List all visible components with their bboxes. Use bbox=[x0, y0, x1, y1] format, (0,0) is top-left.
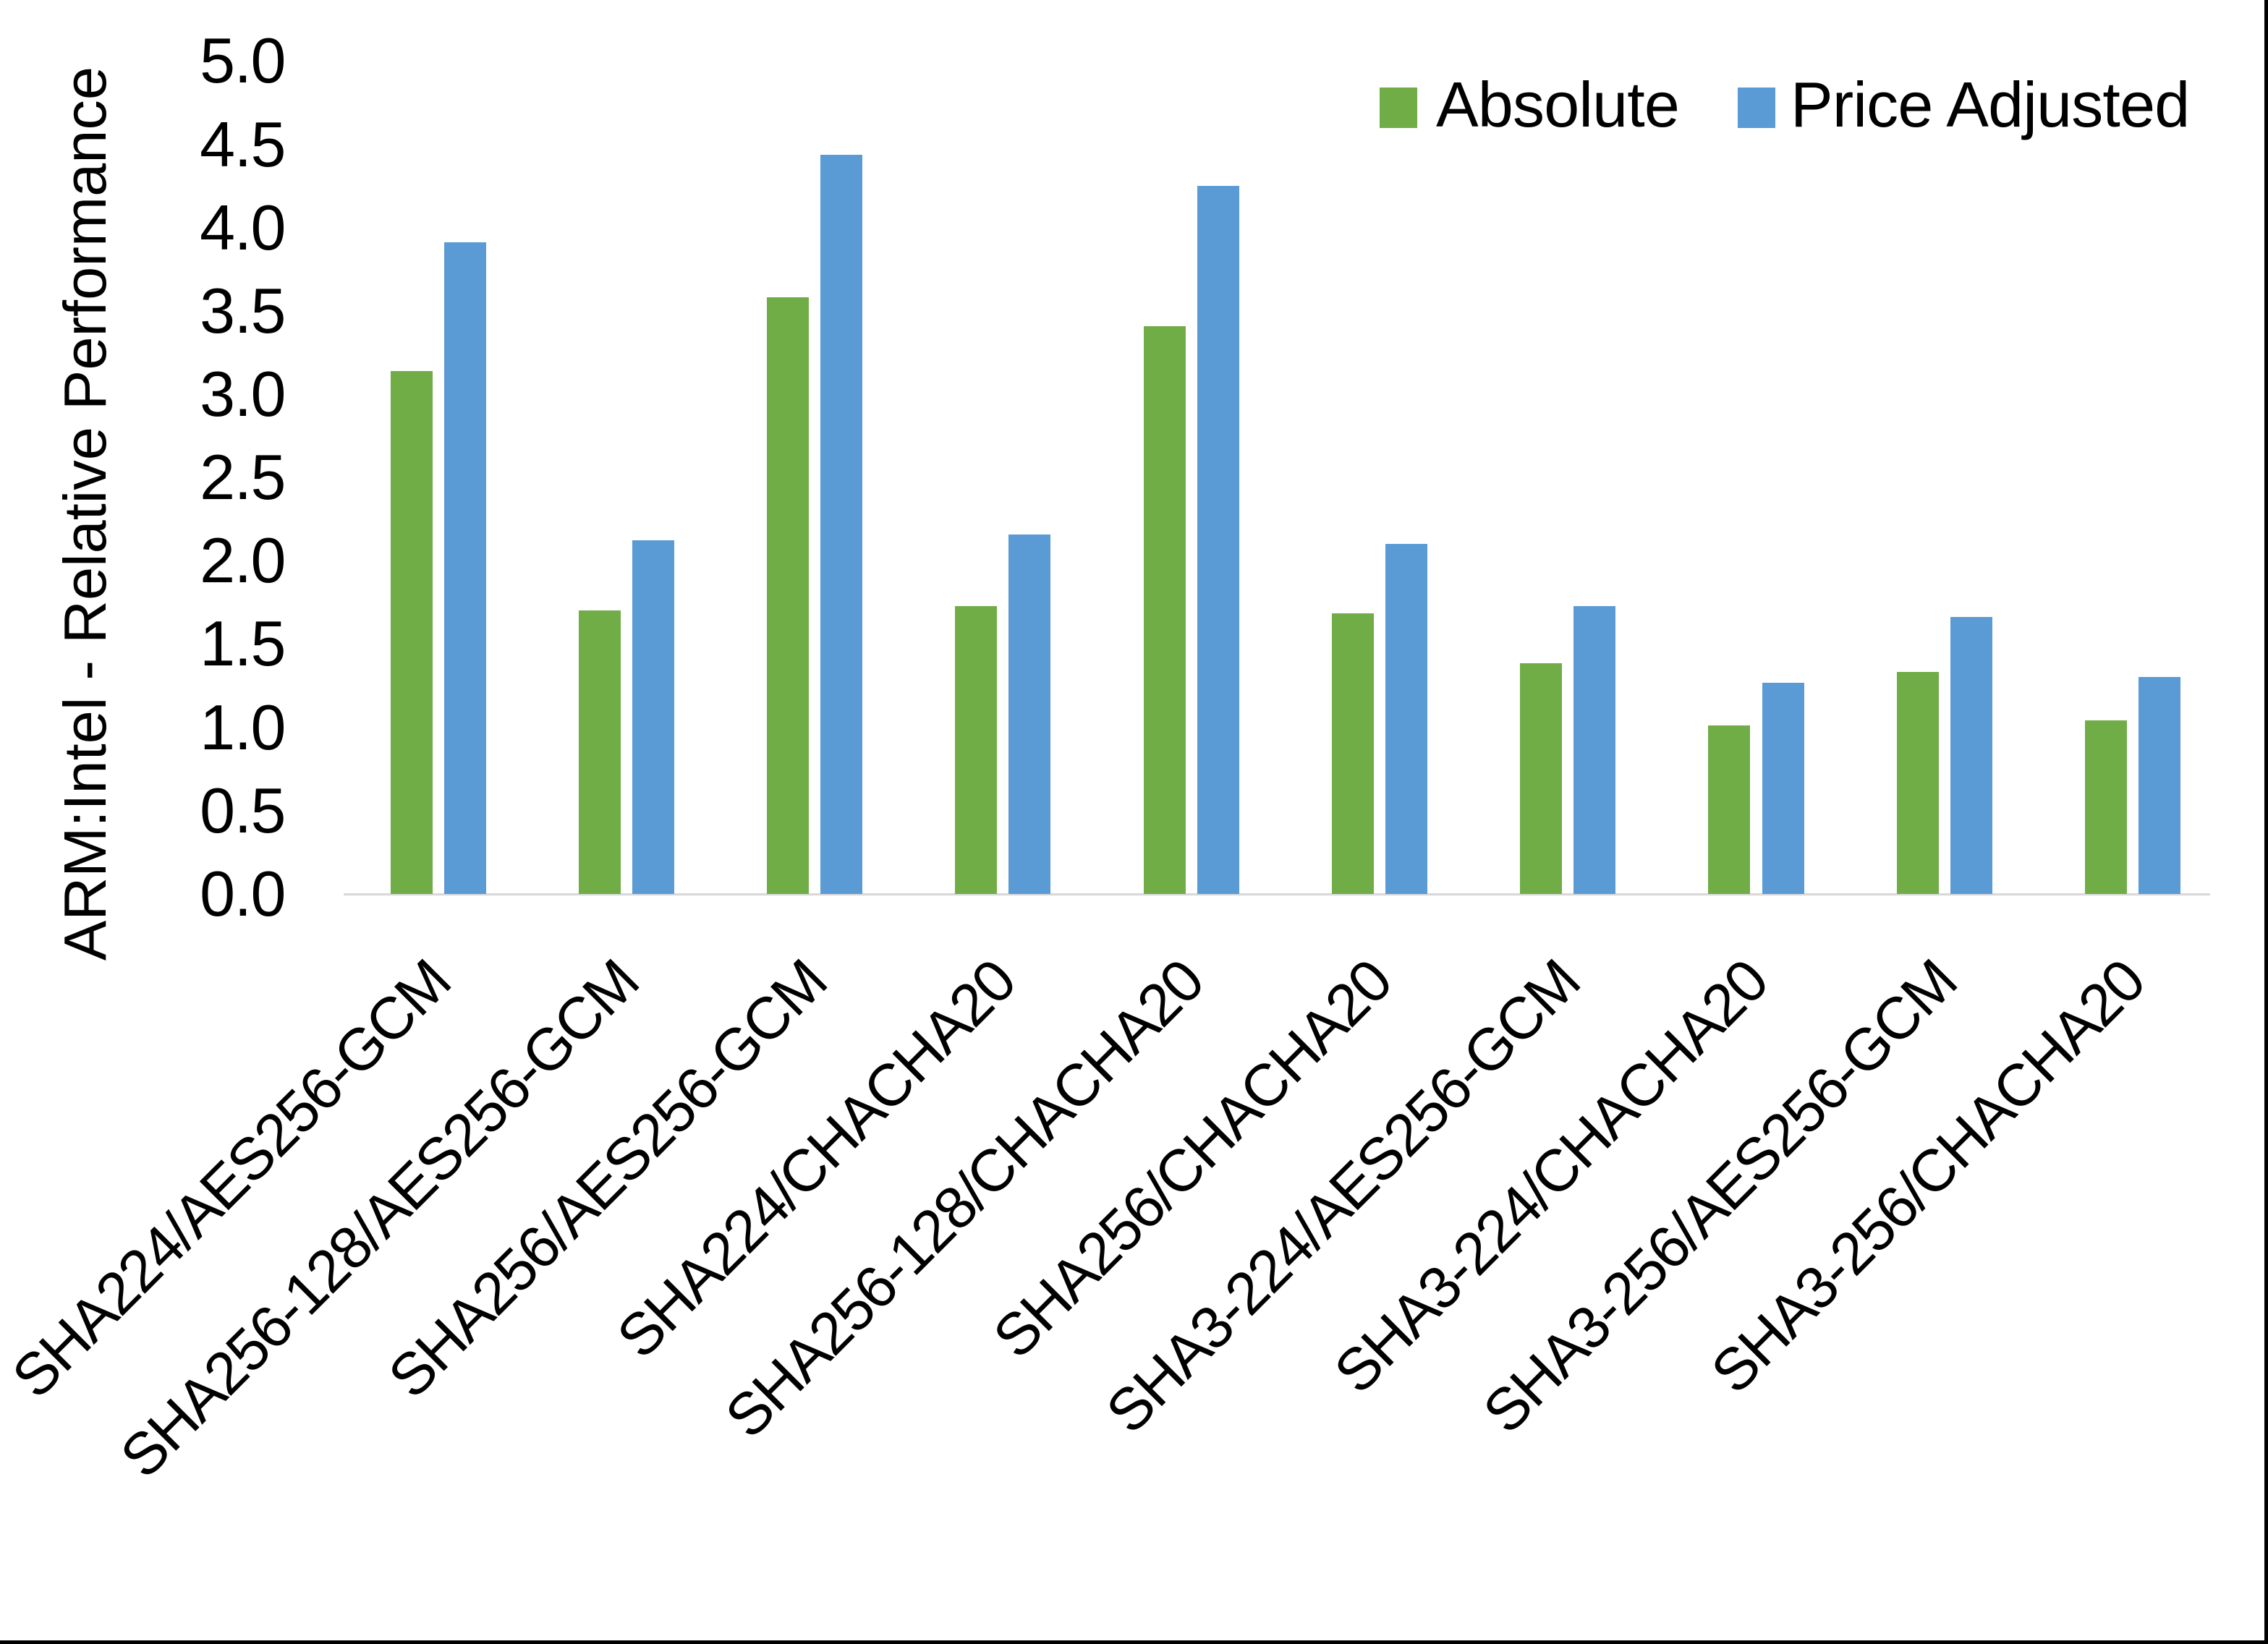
svg-text:0.5: 0.5 bbox=[200, 775, 285, 846]
svg-text:2.5: 2.5 bbox=[200, 441, 285, 513]
svg-text:3.0: 3.0 bbox=[200, 358, 285, 430]
svg-text:ARM:Intel - Relative Performan: ARM:Intel - Relative Performance bbox=[51, 67, 119, 961]
svg-text:1.5: 1.5 bbox=[200, 608, 285, 679]
svg-text:4.0: 4.0 bbox=[200, 192, 285, 263]
svg-text:2.0: 2.0 bbox=[200, 524, 285, 596]
svg-text:0.0: 0.0 bbox=[200, 858, 285, 929]
svg-text:Absolute: Absolute bbox=[1436, 69, 1679, 140]
svg-text:5.0: 5.0 bbox=[200, 25, 285, 96]
svg-text:4.5: 4.5 bbox=[200, 108, 285, 180]
svg-text:Price Adjusted: Price Adjusted bbox=[1791, 69, 2189, 140]
svg-text:3.5: 3.5 bbox=[200, 275, 285, 346]
svg-text:1.0: 1.0 bbox=[200, 691, 285, 763]
